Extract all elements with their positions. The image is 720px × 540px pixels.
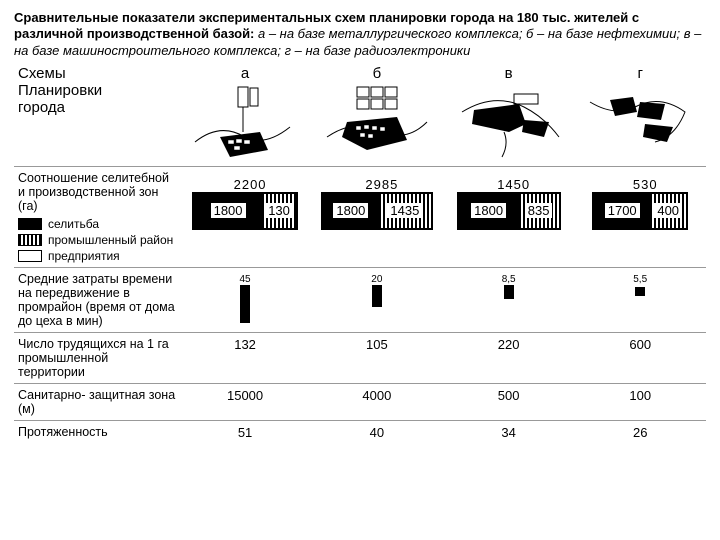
col-a-label: а (183, 65, 307, 82)
zone-d-right: 400 (654, 203, 682, 218)
plan-sketch-a (190, 82, 300, 162)
zone-c-total: 1450 (457, 177, 571, 192)
zone-a-left: 1800 (211, 203, 246, 218)
plan-sketch-c (454, 82, 564, 162)
legend3: предприятия (48, 249, 120, 263)
row2-l2: и производственной зон (18, 185, 175, 199)
row-travel: Средние затраты времени на передвижение … (14, 267, 706, 332)
zone-b: 2985 1800 1435 (315, 171, 439, 230)
r4-d: 600 (574, 332, 706, 383)
r6-a: 51 (179, 420, 311, 444)
r4-c: 220 (443, 332, 575, 383)
bar-c: 8,5 (447, 272, 571, 302)
r5-c: 500 (443, 383, 575, 420)
row6-label: Протяженность (14, 420, 179, 444)
r4-b: 105 (311, 332, 443, 383)
legend: селитьба промышленный район предприятия (18, 217, 175, 263)
schemes-label: Схемы Планировки города (18, 65, 175, 117)
col-c-label: в (447, 65, 571, 82)
zone-c: 1450 1800 835 (447, 171, 571, 230)
zone-b-left: 1800 (333, 203, 368, 218)
bar-a-label: 45 (183, 274, 307, 285)
schemes-l2: Планировки (18, 82, 175, 99)
row-workers: Число трудящихся на 1 га промышленной те… (14, 332, 706, 383)
page-title: Сравнительные показатели экспериментальн… (14, 10, 706, 59)
zone-d: 530 1700 400 (578, 171, 702, 230)
schemes-l1: Схемы (18, 65, 175, 82)
r6-d: 26 (574, 420, 706, 444)
bar-b-label: 20 (315, 274, 439, 285)
schemes-l3: города (18, 99, 175, 116)
row5-label: Санитарно- защитная зона (м) (14, 383, 179, 420)
row-sanitary: Санитарно- защитная зона (м) 15000 4000 … (14, 383, 706, 420)
row3-label: Средние затраты времени на передвижение … (14, 267, 179, 332)
zone-a-right: 130 (265, 203, 293, 218)
legend1: селитьба (48, 217, 99, 231)
col-b-label: б (315, 65, 439, 82)
swatch-empty (18, 250, 42, 262)
bar-a: 45 (183, 272, 307, 326)
row-zones: Соотношение селитебной и производственно… (14, 166, 706, 267)
plan-sketch-d (585, 82, 695, 162)
plan-sketch-b (322, 82, 432, 162)
r6-c: 34 (443, 420, 575, 444)
zone-a: 2200 1800 130 (183, 171, 307, 230)
row-length: Протяженность 51 40 34 26 (14, 420, 706, 444)
zone-c-right: 835 (525, 203, 553, 218)
r5-a: 15000 (179, 383, 311, 420)
r5-b: 4000 (311, 383, 443, 420)
bar-d-label: 5,5 (578, 274, 702, 285)
zone-c-left: 1800 (471, 203, 506, 218)
col-d-label: г (578, 65, 702, 82)
row2-l3: (га) (18, 199, 175, 213)
bar-c-label: 8,5 (447, 274, 571, 285)
bar-d: 5,5 (578, 272, 702, 299)
swatch-hatch (18, 234, 42, 246)
legend2: промышленный район (48, 233, 173, 247)
zone-b-right: 1435 (387, 203, 422, 218)
swatch-solid (18, 218, 42, 230)
zone-a-total: 2200 (193, 177, 307, 192)
r5-d: 100 (574, 383, 706, 420)
r6-b: 40 (311, 420, 443, 444)
zone-b-total: 2985 (325, 177, 439, 192)
row-schemes: Схемы Планировки города а (14, 61, 706, 167)
row4-label: Число трудящихся на 1 га промышленной те… (14, 332, 179, 383)
title-main: Сравнительные показатели экспериментальн… (14, 10, 571, 25)
comparison-table: Схемы Планировки города а (14, 61, 706, 444)
zone-d-total: 530 (588, 177, 702, 192)
row2-l1: Соотношение селитебной (18, 171, 175, 185)
zone-d-left: 1700 (605, 203, 640, 218)
r4-a: 132 (179, 332, 311, 383)
bar-b: 20 (315, 272, 439, 310)
